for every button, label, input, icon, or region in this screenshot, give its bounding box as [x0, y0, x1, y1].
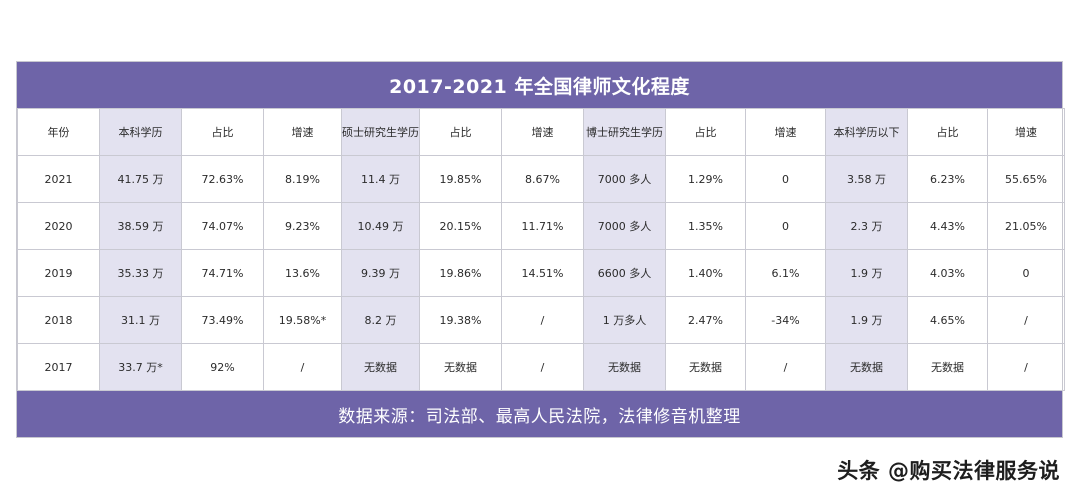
table-cell: 6600 多人	[583, 249, 666, 297]
table-cell: 无数据	[907, 343, 988, 391]
table-cell: 2019	[17, 249, 100, 297]
table-cell: 2020	[17, 202, 100, 250]
header-cell: 占比	[181, 108, 264, 156]
table-cell: 74.07%	[181, 202, 264, 250]
table-cell: 1 万多人	[583, 296, 666, 344]
table-cell: 21.05%	[987, 202, 1065, 250]
table-cell: 0	[745, 155, 826, 203]
table-cell: 10.49 万	[341, 202, 420, 250]
table-cell: 2017	[17, 343, 100, 391]
table-cell: 35.33 万	[99, 249, 182, 297]
table-cell: 19.38%	[419, 296, 502, 344]
table-cell: /	[263, 343, 342, 391]
table-cell: 33.7 万*	[99, 343, 182, 391]
header-cell: 增速	[745, 108, 826, 156]
table-cell: 74.71%	[181, 249, 264, 297]
table-cell: 11.4 万	[341, 155, 420, 203]
table-cell: 9.39 万	[341, 249, 420, 297]
table-cell: 4.43%	[907, 202, 988, 250]
header-row: 年份 本科学历 占比 增速 硕士研究生学历 占比 增速 博士研究生学历 占比 增…	[17, 108, 1065, 156]
header-cell: 占比	[665, 108, 746, 156]
table-cell: 1.29%	[665, 155, 746, 203]
table-cell: 38.59 万	[99, 202, 182, 250]
source-note: 数据来源：司法部、最高人民法院，法律修音机整理	[17, 391, 1062, 437]
table-cell: 1.35%	[665, 202, 746, 250]
table-cell: /	[501, 296, 584, 344]
header-cell: 占比	[907, 108, 988, 156]
table-cell: 2021	[17, 155, 100, 203]
table-cell: 2.47%	[665, 296, 746, 344]
header-cell: 本科学历	[99, 108, 182, 156]
table-cell: /	[987, 343, 1065, 391]
table-cell: 9.23%	[263, 202, 342, 250]
header-cell: 占比	[419, 108, 502, 156]
table-cell: 1.9 万	[825, 296, 908, 344]
table-cell: 1.9 万	[825, 249, 908, 297]
table-cell: 19.58%*	[263, 296, 342, 344]
table-cell: 2.3 万	[825, 202, 908, 250]
table-cell: 0	[745, 202, 826, 250]
header-cell: 增速	[501, 108, 584, 156]
table-cell: 31.1 万	[99, 296, 182, 344]
table-cell: /	[501, 343, 584, 391]
table-cell: 4.03%	[907, 249, 988, 297]
table-cell: 无数据	[665, 343, 746, 391]
table-cell: 8.67%	[501, 155, 584, 203]
table-cell: 8.19%	[263, 155, 342, 203]
watermark-text: 头条 @购买法律服务说	[837, 459, 1060, 483]
education-table: 年份 本科学历 占比 增速 硕士研究生学历 占比 增速 博士研究生学历 占比 增…	[17, 108, 1065, 391]
table-cell: 19.86%	[419, 249, 502, 297]
table-cell: 无数据	[583, 343, 666, 391]
table-cell: 20.15%	[419, 202, 502, 250]
table-row: 2018 31.1 万 73.49% 19.58%* 8.2 万 19.38% …	[17, 296, 1065, 344]
table-cell: 41.75 万	[99, 155, 182, 203]
table-cell: 7000 多人	[583, 202, 666, 250]
table-cell: 2018	[17, 296, 100, 344]
table-cell: /	[987, 296, 1065, 344]
header-cell: 增速	[263, 108, 342, 156]
table-cell: 55.65%	[987, 155, 1065, 203]
table-cell: 6.23%	[907, 155, 988, 203]
table-cell: 92%	[181, 343, 264, 391]
table-cell: 1.40%	[665, 249, 746, 297]
education-table-card: 2017-2021 年全国律师文化程度 年份 本科学历 占比 增速 硕士研究生学…	[16, 61, 1065, 438]
header-cell: 博士研究生学历	[583, 108, 666, 156]
table-row: 2017 33.7 万* 92% / 无数据 无数据 / 无数据 无数据 / 无…	[17, 343, 1065, 391]
table-cell: -34%	[745, 296, 826, 344]
table-cell: 无数据	[419, 343, 502, 391]
header-cell: 增速	[987, 108, 1065, 156]
table-cell: 3.58 万	[825, 155, 908, 203]
table-row: 2021 41.75 万 72.63% 8.19% 11.4 万 19.85% …	[17, 155, 1065, 203]
table-cell: 7000 多人	[583, 155, 666, 203]
table-cell: 13.6%	[263, 249, 342, 297]
table-cell: 4.65%	[907, 296, 988, 344]
table-cell: 11.71%	[501, 202, 584, 250]
table-row: 2020 38.59 万 74.07% 9.23% 10.49 万 20.15%…	[17, 202, 1065, 250]
table-cell: 无数据	[341, 343, 420, 391]
table-title: 2017-2021 年全国律师文化程度	[17, 62, 1062, 108]
table-cell: 19.85%	[419, 155, 502, 203]
table-row: 2019 35.33 万 74.71% 13.6% 9.39 万 19.86% …	[17, 249, 1065, 297]
table-cell: /	[745, 343, 826, 391]
header-cell: 年份	[17, 108, 100, 156]
table-cell: 72.63%	[181, 155, 264, 203]
table-cell: 0	[987, 249, 1065, 297]
table-cell: 73.49%	[181, 296, 264, 344]
table-cell: 14.51%	[501, 249, 584, 297]
table-cell: 无数据	[825, 343, 908, 391]
table-cell: 8.2 万	[341, 296, 420, 344]
table-cell: 6.1%	[745, 249, 826, 297]
header-cell: 硕士研究生学历	[341, 108, 420, 156]
header-cell: 本科学历以下	[825, 108, 908, 156]
